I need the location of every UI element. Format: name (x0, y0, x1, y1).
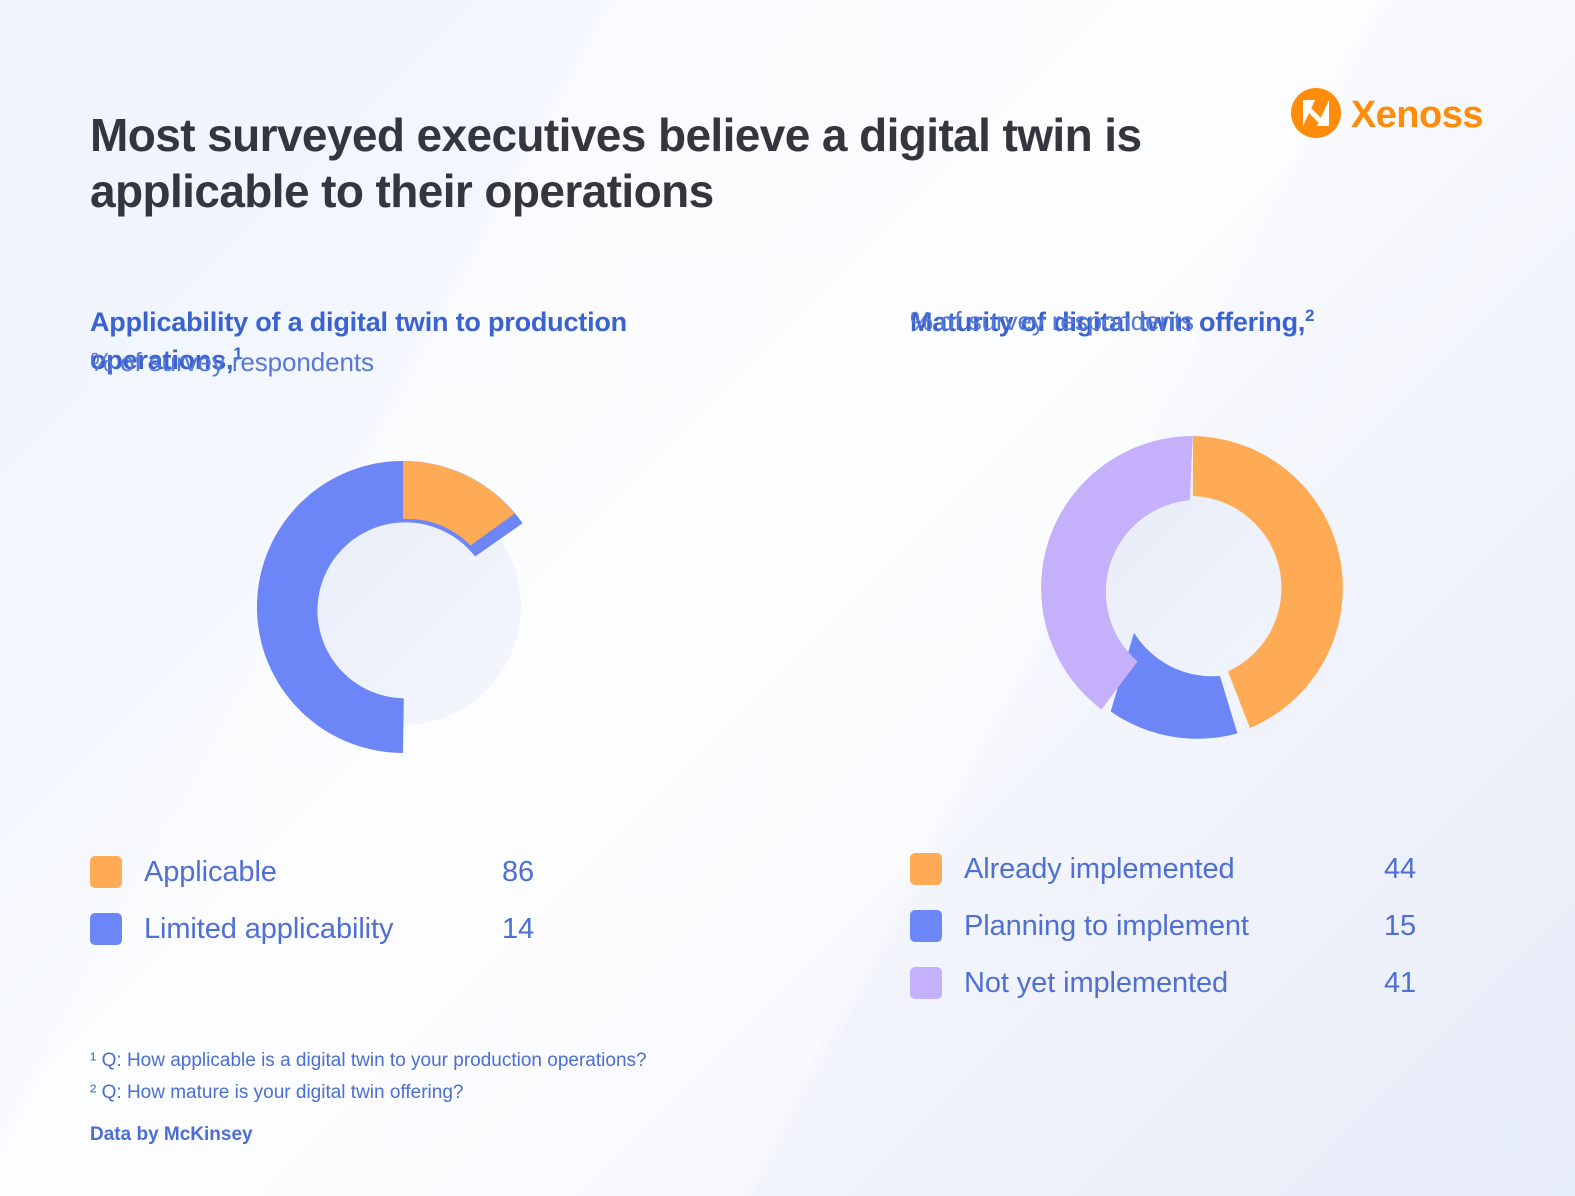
legend-item: Applicable 86 (90, 852, 534, 892)
maturity-donut-chart (1013, 403, 1373, 788)
legend-value: 41 (1384, 966, 1417, 999)
legend-value: 14 (502, 912, 535, 945)
panel-subtitle-maturity: % of survey respondents (910, 306, 1194, 336)
page-title: Most surveyed executives believe a digit… (90, 108, 1142, 217)
legend-swatch-icon (90, 856, 122, 888)
legend-item: Already implemented 44 (910, 849, 1416, 889)
panel-heading-text: Maturity of digital twin offering, (910, 306, 1306, 337)
xenoss-logo-icon (1290, 88, 1341, 143)
brand-logo: Xenoss (1290, 88, 1484, 143)
brand-name: Xenoss (1350, 94, 1484, 136)
legend-value: 15 (1384, 909, 1417, 942)
legend-label: Planning to implement (964, 909, 1249, 942)
legend-item: Not yet implemented 41 (910, 963, 1416, 1003)
legend-swatch-icon (910, 967, 942, 999)
donut-slice-limited-applicability (256, 460, 523, 753)
legend-label: Applicable (144, 855, 277, 888)
footnotes: ¹ Q: How applicable is a digital twin to… (90, 1045, 647, 1108)
footnote-marker-1: 1 (233, 344, 243, 364)
legend-label: Already implemented (964, 852, 1235, 885)
legend-label: Limited applicability (144, 912, 394, 945)
footnote-2: ² Q: How mature is your digital twin off… (90, 1081, 464, 1103)
legend-swatch-icon (910, 910, 942, 942)
legend-value: 44 (1384, 852, 1417, 885)
applicability-donut-chart (228, 432, 578, 787)
panel-heading-maturity: Maturity of digital twin offering,2 (910, 264, 1530, 341)
legend-item: Planning to implement 15 (910, 906, 1416, 946)
donut-slice-planning-to-implement (1110, 632, 1238, 739)
panel-subtitle-applicability: % of survey respondents (90, 347, 374, 377)
legend-label: Not yet implemented (964, 966, 1229, 999)
footnote-marker-2: 2 (1305, 305, 1315, 325)
donut-slice-not-yet-implemented (1041, 436, 1193, 710)
legend-maturity: Already implemented 44 Planning to imple… (910, 849, 1416, 1020)
legend-value: 86 (502, 855, 535, 888)
panel-heading-applicability: Applicability of a digital twin to produ… (90, 264, 710, 380)
footnote-1: ¹ Q: How applicable is a digital twin to… (90, 1050, 647, 1071)
legend-swatch-icon (910, 853, 942, 885)
legend-applicability: Applicable 86 Limited applicability 14 (90, 852, 534, 966)
legend-swatch-icon (90, 913, 122, 945)
panel-heading-text: Applicability of a digital twin to produ… (90, 306, 627, 376)
source-attribution: Data by McKinsey (90, 1124, 253, 1145)
donut-slice-applicable (403, 461, 515, 546)
legend-item: Limited applicability 14 (90, 909, 534, 949)
donut-slice-already-implemented (1193, 436, 1343, 729)
